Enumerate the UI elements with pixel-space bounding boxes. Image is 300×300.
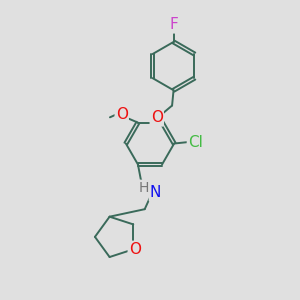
- Text: H: H: [139, 181, 149, 195]
- Text: F: F: [169, 17, 178, 32]
- Text: Cl: Cl: [188, 134, 203, 149]
- Text: O: O: [129, 242, 141, 257]
- Text: O: O: [151, 110, 163, 125]
- Text: O: O: [116, 107, 128, 122]
- Text: N: N: [150, 185, 161, 200]
